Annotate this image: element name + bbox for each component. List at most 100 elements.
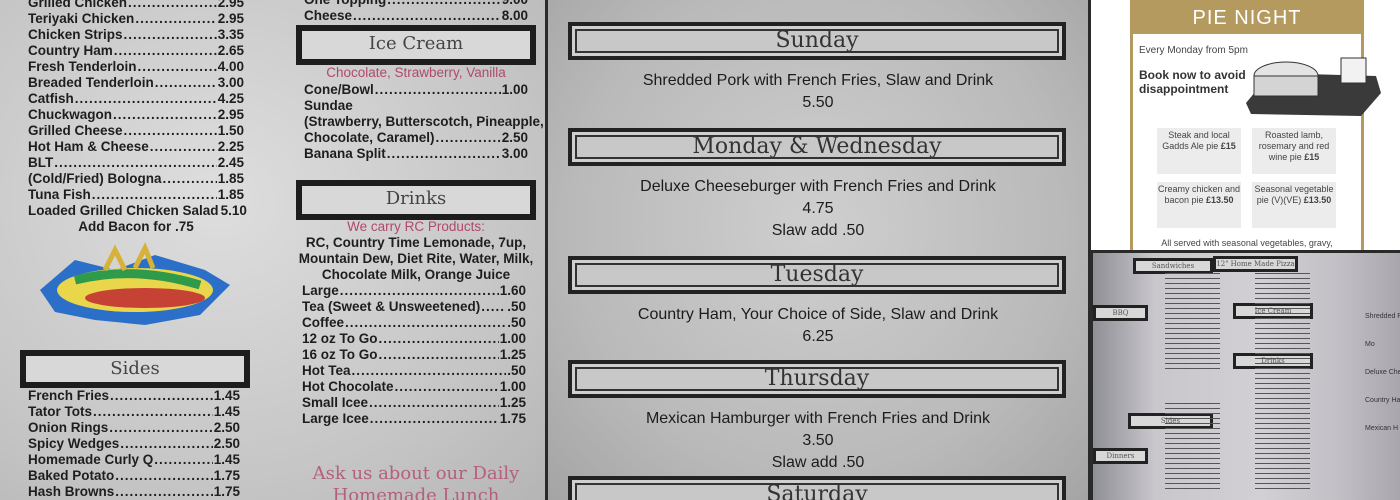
hotdog-illustration xyxy=(40,241,230,325)
thumbnail-text-line xyxy=(1165,403,1220,404)
thumbnail-text-line xyxy=(1255,478,1310,479)
item-name: Large Icee xyxy=(302,411,369,426)
leader-dots xyxy=(115,484,212,500)
drinks-heading: Drinks xyxy=(296,180,536,220)
leader-dots xyxy=(481,299,506,315)
leader-dots xyxy=(54,155,216,171)
full-menu-thumbnail: Sandwiches 12" Home Made Pizza BBQ Ice Crea… xyxy=(1093,253,1400,500)
thumbnail-text-line xyxy=(1255,458,1310,459)
item-name: Banana Split xyxy=(304,146,386,161)
menu-item: Cone/Bowl 1.00 xyxy=(304,82,528,98)
thumbnail-text-line xyxy=(1255,283,1310,284)
item-price: 2.95 xyxy=(217,107,244,122)
item-price: 1.00 xyxy=(501,82,528,97)
menu-item: Grilled Chicken 2.95 xyxy=(28,0,244,11)
special-line: 3.50 xyxy=(802,432,834,449)
thumbnail-heading: Drinks xyxy=(1233,353,1313,369)
ice-cream-heading: Ice Cream xyxy=(296,25,536,65)
leader-dots xyxy=(115,468,212,484)
item-price: 4.25 xyxy=(217,91,244,106)
thumbnail-text-line xyxy=(1255,368,1310,369)
menu-item: Large Icee 1.75 xyxy=(302,411,526,427)
leader-dots xyxy=(352,363,507,379)
thumbnail-text-line xyxy=(1165,283,1220,284)
item-name: Spicy Wedges xyxy=(28,436,120,451)
thumbnail-text-line xyxy=(1255,468,1310,469)
menu-item: Chocolate, Caramel) 2.50 xyxy=(304,130,528,146)
thumbnail-heading: Dinners xyxy=(1093,448,1148,464)
thumbnail-special-fragment: Mexican H xyxy=(1365,425,1399,432)
drinks-brand-line: Chocolate Milk, Orange Juice xyxy=(321,267,511,282)
item-price: .50 xyxy=(507,315,526,330)
thumbnail-text-line xyxy=(1165,468,1220,469)
thumbnail-text-line xyxy=(1165,348,1220,349)
menu-item: French Fries 1.45 xyxy=(28,388,240,404)
daily-lunch-note: Ask us about our Daily Homemade Lunch xyxy=(296,463,536,500)
thumbnail-text-line xyxy=(1255,333,1310,334)
leader-dots xyxy=(75,91,217,107)
thumbnail-special-fragment: Mo xyxy=(1365,341,1375,348)
thumbnail-text-line xyxy=(1255,418,1310,419)
thumbnail-text-line xyxy=(1165,418,1220,419)
menu-item: Hot Tea .50 xyxy=(302,363,526,379)
menu-item: Country Ham 2.65 xyxy=(28,43,244,59)
thumbnail-text-line xyxy=(1255,433,1310,434)
item-name: Hot Chocolate xyxy=(302,379,394,394)
menu-item: Homemade Curly Q 1.45 xyxy=(28,452,240,468)
item-name: Breaded Tenderloin xyxy=(28,75,154,90)
day-heading: Saturday xyxy=(568,476,1066,500)
thumbnail-text-line xyxy=(1255,323,1310,324)
thumbnail-text-line xyxy=(1165,463,1220,464)
thumbnail-text-line xyxy=(1255,288,1310,289)
leader-dots xyxy=(369,395,499,411)
leader-dots xyxy=(353,8,501,24)
item-price: 1.85 xyxy=(217,171,244,186)
thumbnail-text-line xyxy=(1255,313,1310,314)
thumbnail-text-line xyxy=(1255,328,1310,329)
thumbnail-text-line xyxy=(1165,478,1220,479)
leader-dots xyxy=(128,0,217,11)
thumbnail-text-line xyxy=(1255,273,1310,274)
pizza-list: One Topping 9.00 Cheese 8.00 xyxy=(304,0,528,24)
menu-item: One Topping 9.00 xyxy=(304,0,528,8)
thumbnail-heading: Sides xyxy=(1128,413,1213,429)
thumbnail-text-line xyxy=(1165,353,1220,354)
leader-dots xyxy=(110,388,213,404)
flyer-cta: Book now to avoid disappointment xyxy=(1139,68,1246,96)
thumbnail-text-line xyxy=(1165,473,1220,474)
thumbnail-text-line xyxy=(1165,323,1220,324)
thumbnail-text-line xyxy=(1255,388,1310,389)
thumbnail-text-line xyxy=(1165,448,1220,449)
special-line: Mexican Hamburger with French Fries and … xyxy=(645,410,991,427)
thumbnail-text-line xyxy=(1255,293,1310,294)
item-name: Cheese xyxy=(304,8,353,23)
menu-item: 16 oz To Go 1.25 xyxy=(302,347,526,363)
item-price: 2.50 xyxy=(501,130,528,145)
item-name: 16 oz To Go xyxy=(302,347,378,362)
leader-dots xyxy=(387,146,501,162)
menu-item: Breaded Tenderloin 3.00 xyxy=(28,75,244,91)
pie-desc: Roasted lamb, rosemary and red wine pie xyxy=(1258,130,1330,162)
pie-option: Roasted lamb, rosemary and red wine pie … xyxy=(1252,128,1336,174)
menu-item: (Strawberry, Butterscotch, Pineapple, xyxy=(304,114,544,130)
special-line: Slaw add .50 xyxy=(771,454,865,471)
item-price: 1.85 xyxy=(217,187,244,202)
item-price: 2.95 xyxy=(217,11,244,26)
item-price: 1.75 xyxy=(213,484,240,499)
thumbnail-text-line xyxy=(1165,308,1220,309)
menu-item: Baked Potato 1.75 xyxy=(28,468,240,484)
menu-item: Tator Tots 1.45 xyxy=(28,404,240,420)
leader-dots xyxy=(138,59,217,75)
item-price: 4.00 xyxy=(217,59,244,74)
menu-item: Cheese 8.00 xyxy=(304,8,528,24)
item-price: 1.00 xyxy=(499,331,526,346)
thumbnail-text-line xyxy=(1165,438,1220,439)
menu-item: Chuckwagon 2.95 xyxy=(28,107,244,123)
item-price: 3.00 xyxy=(217,75,244,90)
leader-dots xyxy=(155,75,217,91)
thumbnail-text-line xyxy=(1165,328,1220,329)
thumbnail-text-line xyxy=(1255,443,1310,444)
